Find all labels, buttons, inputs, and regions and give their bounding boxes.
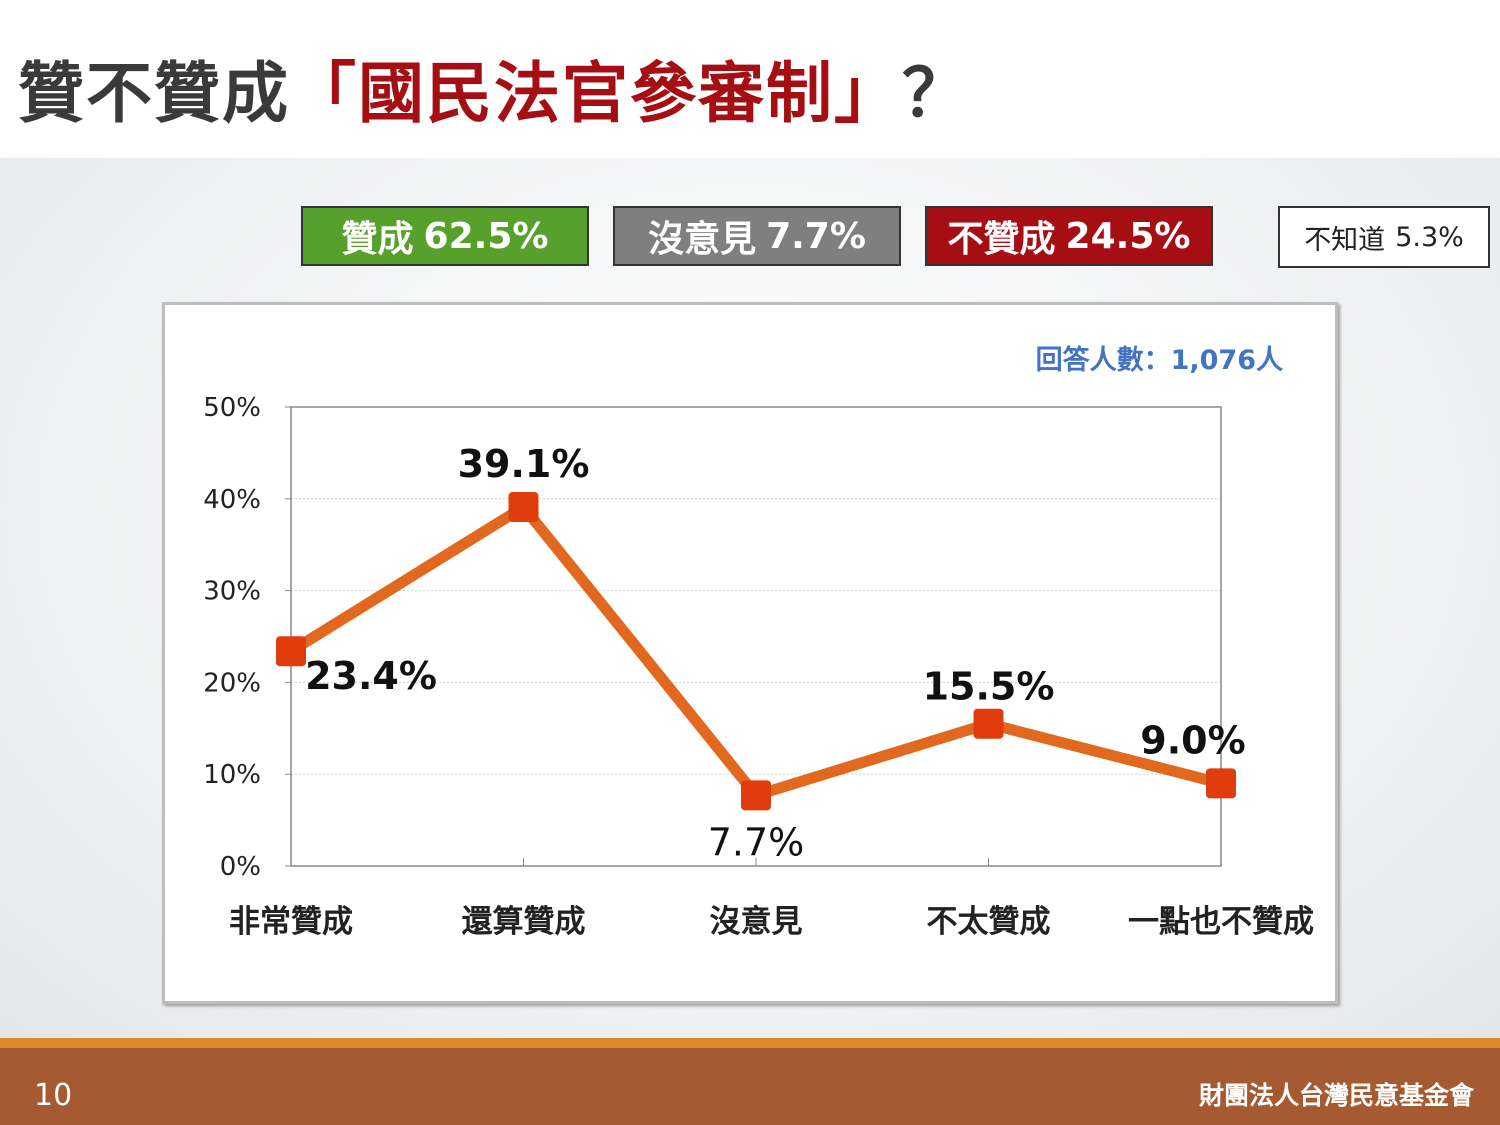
chart-frame: 回答人數：1,076人 0% 10% 20% 30% 40% 50% 非常贊成 還算贊成 沒意見 不…	[162, 302, 1338, 1004]
organization-name: 財團法人台灣民意基金會	[1198, 1081, 1474, 1110]
data-label: 23.4%	[305, 654, 437, 698]
summary-neutral-box: 沒意見 7.7%	[613, 206, 901, 266]
x-category-label: 沒意見	[710, 904, 803, 940]
title-bar: 贊不贊成「國民法官參審制」？	[0, 0, 1500, 158]
summary-oppose-box: 不贊成 24.5%	[925, 206, 1213, 266]
summary-neutral-value: 7.7%	[766, 215, 866, 257]
y-tick-label: 30%	[203, 577, 261, 607]
x-category-label: 還算贊成	[462, 904, 586, 940]
slide-title: 贊不贊成「國民法官參審制」？	[18, 40, 970, 136]
title-suffix: ？	[902, 55, 970, 132]
data-label: 15.5%	[923, 665, 1055, 709]
y-tick-label: 40%	[203, 485, 261, 515]
summary-approve-label: 贊成	[341, 219, 414, 260]
page-number: 10	[34, 1078, 73, 1113]
summary-oppose-value: 24.5%	[1065, 215, 1191, 257]
summary-approve-value: 62.5%	[423, 215, 549, 257]
data-point-marker	[973, 708, 1004, 739]
summary-unknown-box: 不知道 5.3%	[1278, 206, 1490, 268]
summary-approve-box: 贊成 62.5%	[301, 206, 589, 266]
y-tick-label: 20%	[203, 668, 261, 698]
data-label: 9.0%	[1140, 718, 1245, 762]
title-highlight: 「國民法官參審制」	[290, 55, 902, 132]
respondent-count-note: 回答人數：1,076人	[1036, 344, 1283, 376]
data-point-marker	[508, 492, 539, 523]
y-tick-label: 50%	[203, 393, 261, 423]
data-point-marker	[741, 780, 771, 811]
summary-oppose-label: 不贊成	[947, 219, 1056, 260]
footer-bar: 10 財團法人台灣民意基金會	[0, 1038, 1500, 1125]
summary-neutral-label: 沒意見	[648, 219, 757, 260]
summary-unknown-value: 5.3%	[1395, 221, 1464, 253]
summary-unknown-label: 不知道	[1304, 224, 1386, 256]
data-label: 7.7%	[708, 820, 805, 864]
y-tick-label: 0%	[220, 852, 261, 882]
data-label: 39.1%	[458, 442, 590, 486]
x-category-label: 不太贊成	[927, 904, 1051, 940]
data-point-marker	[1206, 768, 1236, 799]
x-category-label: 非常贊成	[229, 904, 353, 940]
title-prefix: 贊不贊成	[18, 55, 290, 132]
x-category-label: 一點也不贊成	[1128, 904, 1314, 940]
line-chart: 回答人數：1,076人 0% 10% 20% 30% 40% 50% 非常贊成 還算贊成 沒意見 不…	[203, 344, 1314, 940]
series-line	[285, 501, 1227, 801]
y-tick-label: 10%	[203, 760, 261, 790]
data-point-marker	[276, 636, 306, 667]
